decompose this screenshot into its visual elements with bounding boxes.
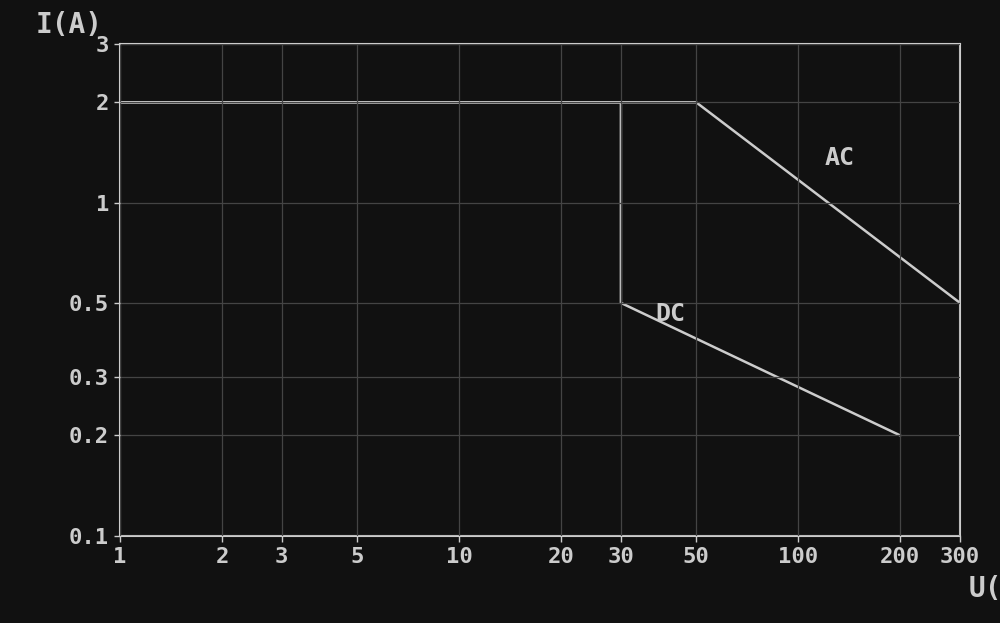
Text: DC: DC [656,302,686,326]
Text: I(A): I(A) [36,11,103,39]
Text: AC: AC [825,146,855,169]
Text: U(V): U(V) [968,575,1000,603]
